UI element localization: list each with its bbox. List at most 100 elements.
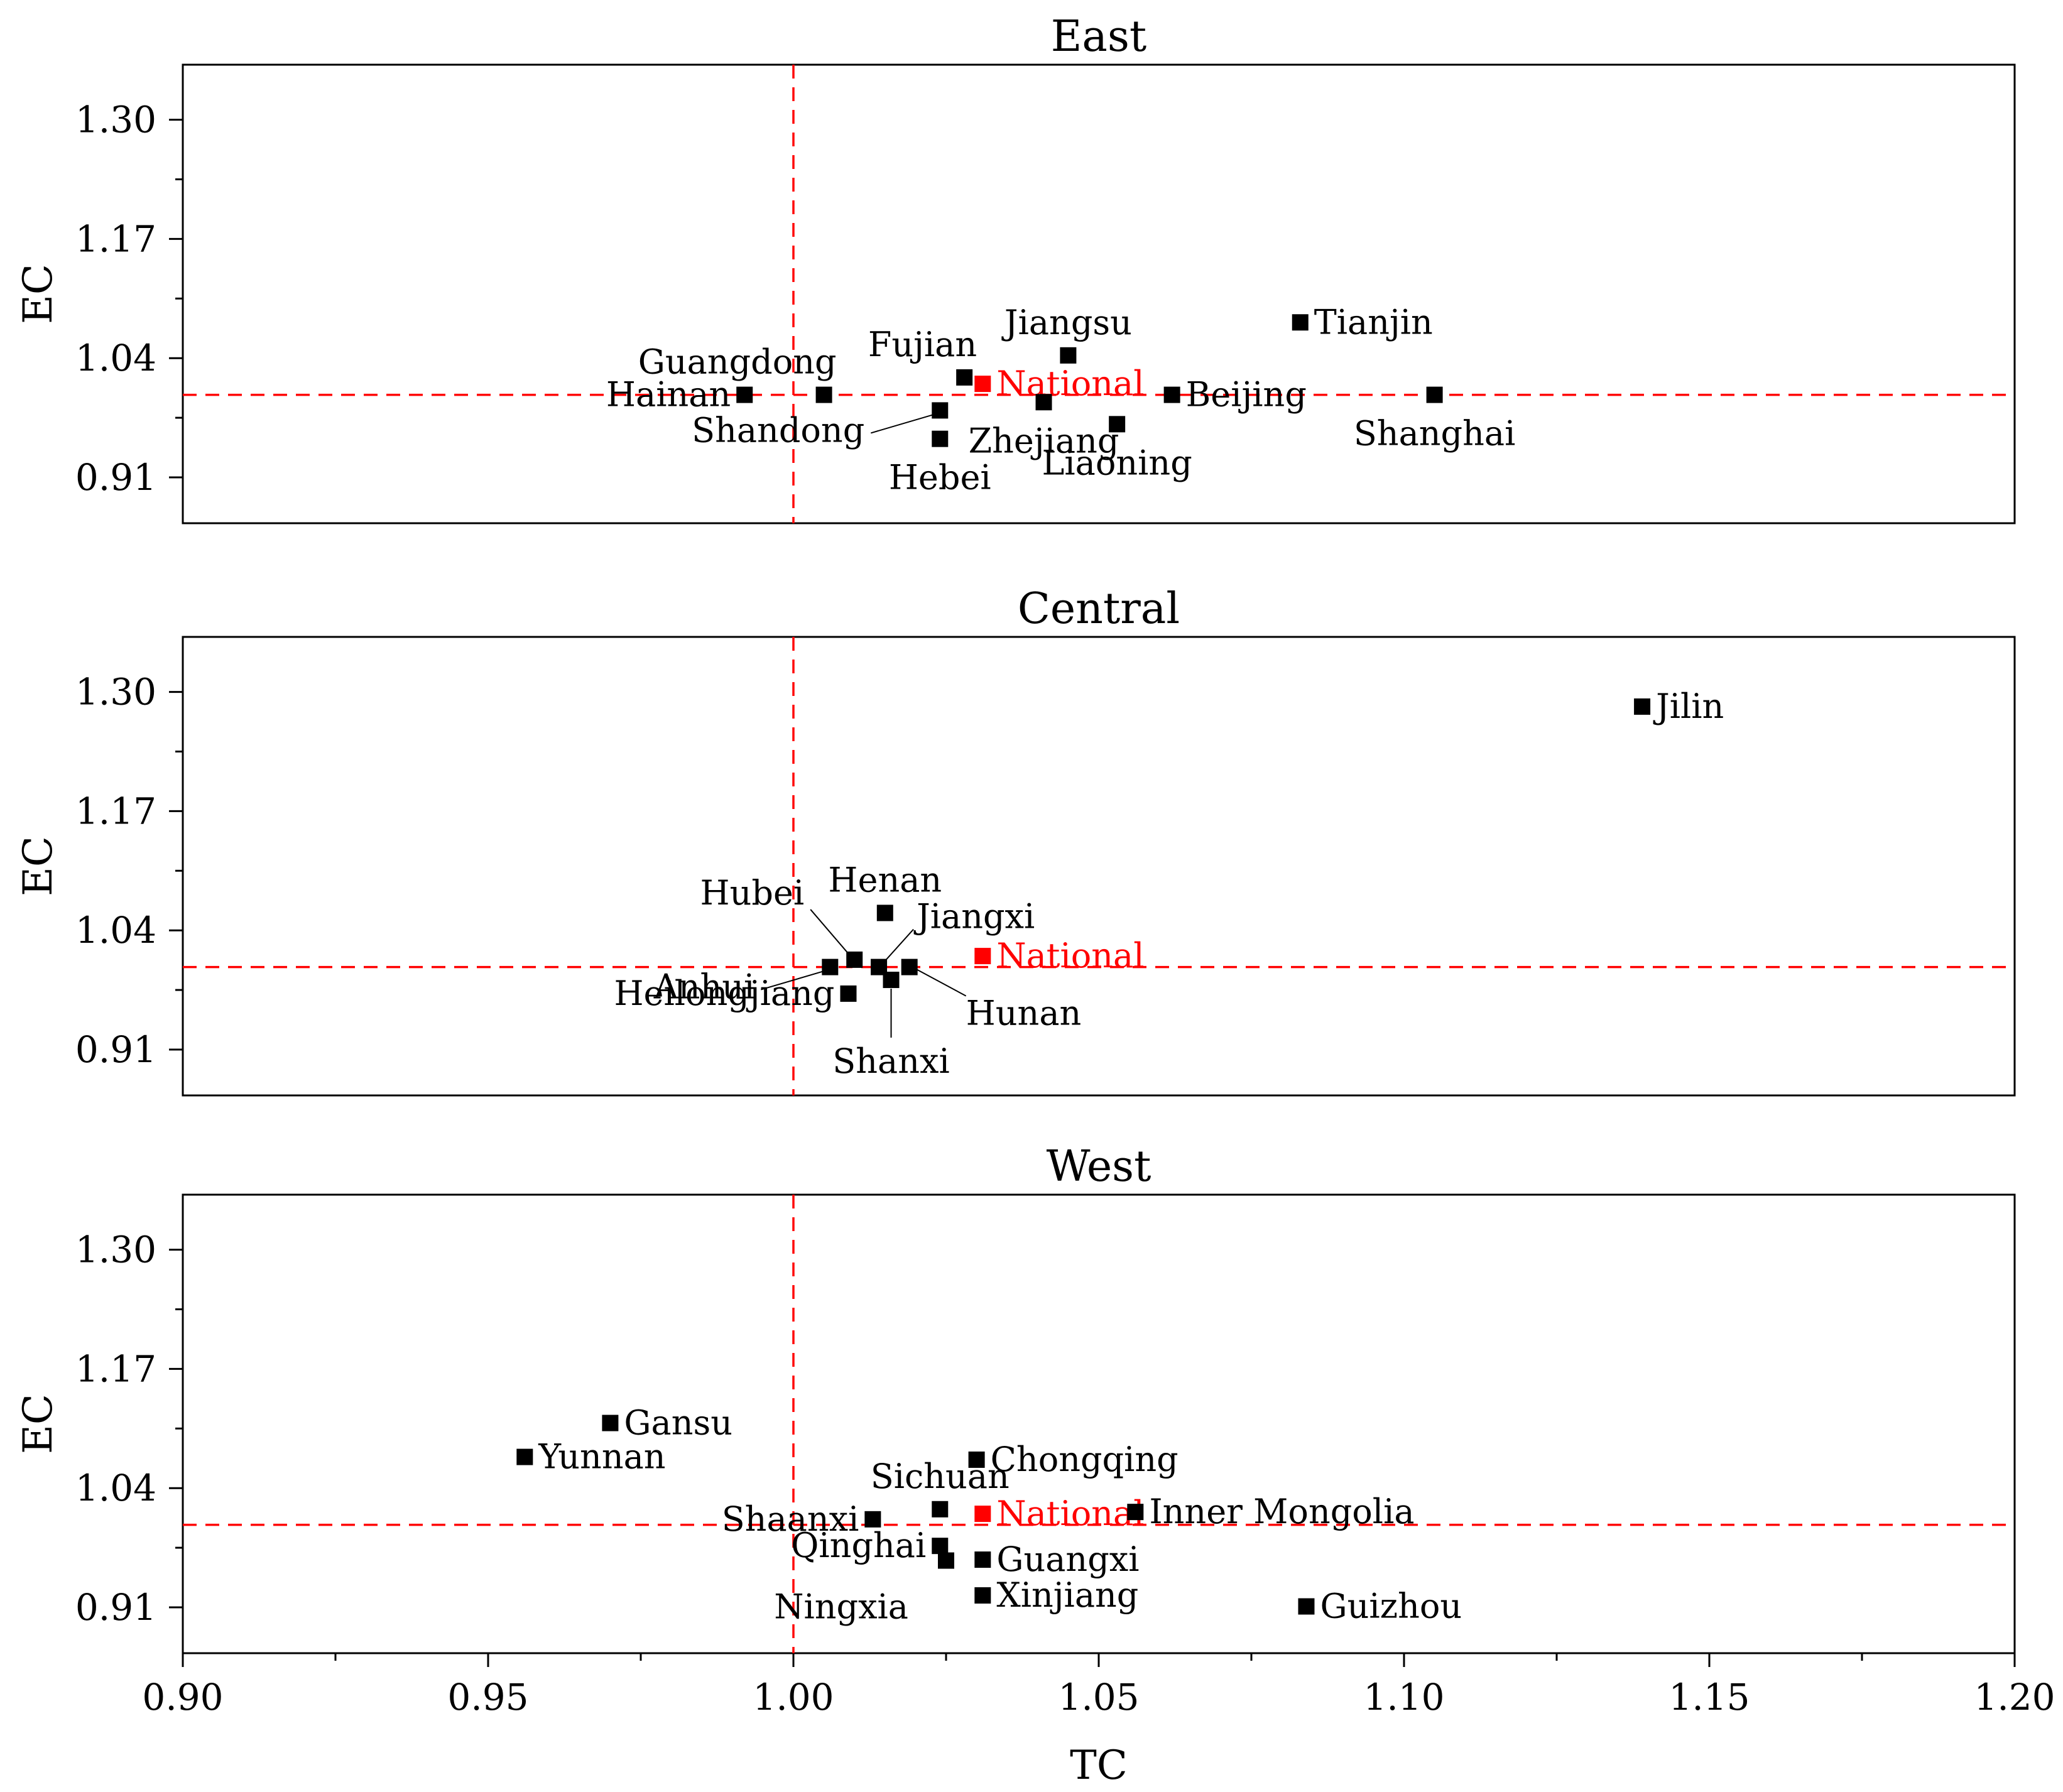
point-label-heilongjiang: Heilongjiang <box>614 974 834 1013</box>
point-anhui <box>822 958 839 975</box>
point-label-hunan: Hunan <box>966 994 1082 1033</box>
leader-line-hunan <box>917 969 967 997</box>
point-label-zhejiang: Zhejiang <box>969 421 1119 460</box>
point-hunan <box>901 958 918 975</box>
point-hebei <box>932 430 949 447</box>
y-tick-label: 1.04 <box>75 909 156 952</box>
x-tick-label: 1.10 <box>1363 1676 1444 1719</box>
y-tick-label: 1.17 <box>75 790 156 832</box>
leader-line-hubei <box>810 909 849 954</box>
point-henan <box>876 904 893 921</box>
y-tick-label: 1.30 <box>75 671 156 714</box>
point-label-jiangxi: Jiangxi <box>913 897 1035 937</box>
point-label-gansu: Gansu <box>624 1403 732 1443</box>
point-label-chongqing: Chongqing <box>991 1440 1178 1479</box>
point-jiangsu <box>1060 347 1077 364</box>
point-label-beijing: Beijing <box>1186 375 1307 415</box>
x-tick-label: 0.95 <box>447 1676 528 1719</box>
point-national <box>974 948 991 965</box>
point-label-sichuan: Sichuan <box>871 1457 1010 1496</box>
point-heilongjiang <box>840 985 857 1002</box>
point-label-shanxi: Shanxi <box>832 1041 949 1081</box>
point-liaoning <box>1109 416 1126 433</box>
point-hainan <box>736 386 753 403</box>
leader-line-jiangxi <box>885 928 914 962</box>
point-label-hebei: Hebei <box>889 458 991 497</box>
point-hubei <box>846 951 863 968</box>
point-label-yunnan: Yunnan <box>538 1437 665 1477</box>
x-tick-label: 1.00 <box>753 1676 834 1719</box>
y-axis-label: EC <box>15 1394 62 1454</box>
point-label-guangdong: Guangdong <box>638 342 837 382</box>
panel-title: Central <box>1018 584 1180 634</box>
point-label-ningxia: Ningxia <box>774 1587 908 1627</box>
point-label-guizhou: Guizhou <box>1320 1587 1462 1626</box>
point-label-national: National <box>996 364 1144 403</box>
y-tick-label: 0.91 <box>75 456 156 499</box>
point-label-fujian: Fujian <box>868 325 977 364</box>
y-tick-label: 1.04 <box>75 337 156 379</box>
y-tick-label: 0.91 <box>75 1586 156 1629</box>
point-label-national: National <box>996 936 1144 975</box>
y-axis-label: EC <box>15 264 62 324</box>
point-tianjin <box>1292 314 1309 331</box>
point-xinjiang <box>974 1587 991 1604</box>
point-label-liaoning: Liaoning <box>1042 443 1192 482</box>
x-tick-label: 1.05 <box>1058 1676 1139 1719</box>
point-shanghai <box>1426 386 1443 403</box>
x-axis-label: TC <box>1070 1742 1128 1789</box>
point-guizhou <box>1298 1598 1315 1615</box>
point-yunnan <box>516 1448 533 1465</box>
point-beijing <box>1163 386 1180 403</box>
point-label-national: National <box>996 1494 1144 1533</box>
point-label-shaanxi: Shaanxi <box>722 1499 859 1539</box>
point-fujian <box>956 369 973 386</box>
x-tick-label: 1.20 <box>1974 1676 2055 1719</box>
point-shandong <box>932 402 949 419</box>
point-label-xinjiang: Xinjiang <box>996 1575 1138 1615</box>
panel-title: West <box>1047 1142 1151 1192</box>
point-shaanxi <box>864 1511 881 1528</box>
point-jilin <box>1634 698 1651 715</box>
point-label-guangxi: Guangxi <box>996 1539 1139 1579</box>
panel-east: East 0.91 1.04 1.17 1.30 EC Tianjin Jiangsu Fuji… <box>15 12 2016 524</box>
panel-central: Central 0.91 1.04 1.17 1.30 EC Jilin Henan Natio… <box>15 584 2016 1097</box>
x-tick-label: 1.15 <box>1668 1676 1750 1719</box>
plot-frame <box>182 636 2016 1097</box>
plot-frame <box>182 63 2016 524</box>
leader-line-anhui <box>761 970 825 991</box>
leader-line-shandong <box>870 413 935 434</box>
point-label-jilin: Jilin <box>1653 687 1724 726</box>
point-gansu <box>602 1415 619 1431</box>
point-national <box>974 376 991 393</box>
point-inner-mongolia <box>1127 1504 1144 1521</box>
point-qinghai <box>932 1538 949 1555</box>
point-guangdong <box>815 386 832 403</box>
y-axis-label: EC <box>15 836 62 896</box>
x-tick-label: 0.90 <box>142 1676 223 1719</box>
point-ningxia <box>938 1552 954 1569</box>
point-label-shandong: Shandong <box>692 410 864 450</box>
point-label-shanghai: Shanghai <box>1354 414 1516 453</box>
point-guangxi <box>974 1551 991 1568</box>
y-tick-label: 1.17 <box>75 1347 156 1390</box>
point-label-jiangsu: Jiangsu <box>1001 303 1132 342</box>
point-label-anhui: Anhui <box>653 967 755 1007</box>
y-tick-label: 1.30 <box>75 99 156 141</box>
point-label-hainan: Hainan <box>606 375 731 415</box>
point-zhejiang <box>1035 394 1052 411</box>
y-tick-label: 0.91 <box>75 1028 156 1071</box>
point-label-hubei: Hubei <box>700 873 805 913</box>
point-label-tianjin: Tianjin <box>1314 302 1433 342</box>
y-tick-label: 1.30 <box>75 1229 156 1271</box>
point-sichuan <box>932 1501 949 1518</box>
panel-title: East <box>1051 12 1146 62</box>
point-label-henan: Henan <box>828 860 942 899</box>
point-shanxi <box>883 972 900 989</box>
point-national <box>974 1506 991 1523</box>
point-label-qinghai: Qinghai <box>791 1526 926 1565</box>
point-label-inner-mongolia: Inner Mongolia <box>1149 1492 1414 1531</box>
